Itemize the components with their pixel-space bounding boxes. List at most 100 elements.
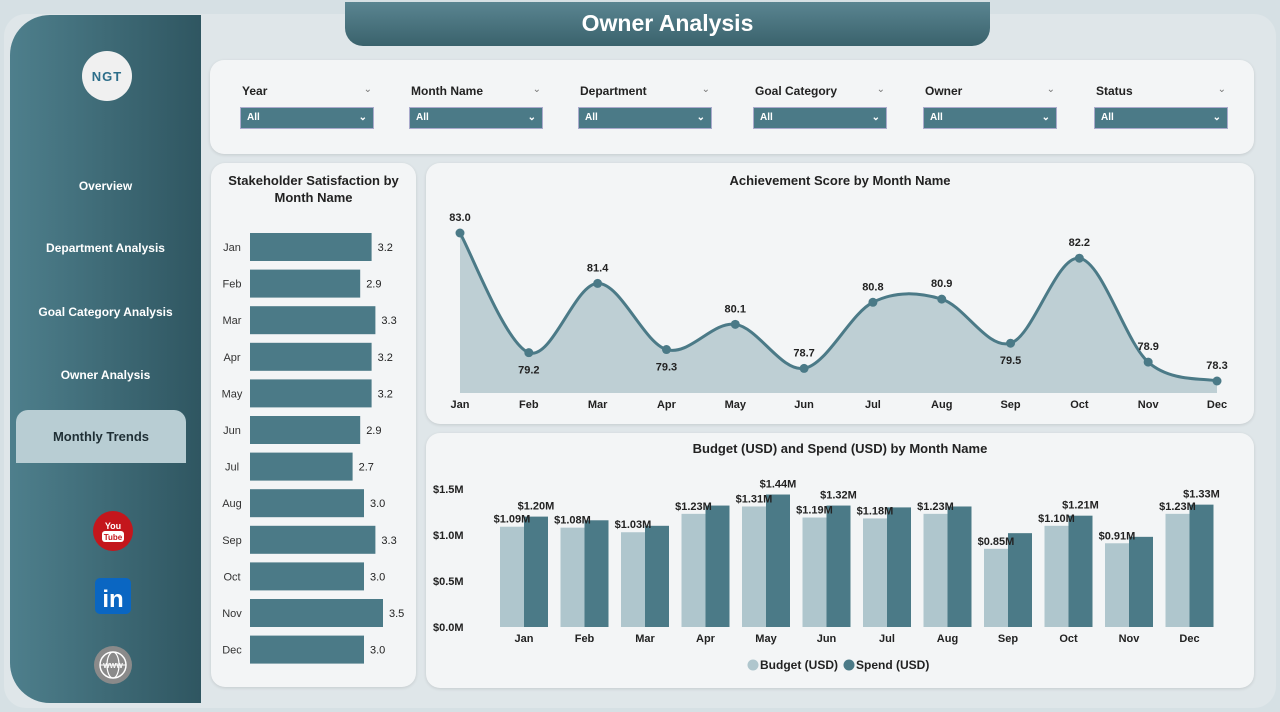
satisfaction-bar [250, 525, 376, 554]
budget-bar [984, 548, 1008, 627]
filter-dropdown[interactable]: All ⌄ [409, 107, 543, 129]
x-tick-label: Aug [931, 399, 952, 411]
satisfaction-bar [250, 599, 383, 627]
satisfaction-bar [250, 379, 372, 408]
satisfaction-bar [250, 635, 364, 664]
satisfaction-bar [250, 562, 364, 591]
filter-label-row: Year ⌄ [240, 84, 374, 98]
company-logo: NGT [82, 51, 132, 101]
data-label: 79.3 [656, 362, 677, 374]
filter-label: Department [580, 84, 647, 98]
x-tick-label: Nov [1138, 399, 1160, 411]
data-point [868, 297, 878, 307]
chevron-down-icon[interactable]: ⌄ [1046, 84, 1055, 95]
data-label: 80.1 [725, 303, 746, 315]
data-label: 78.7 [793, 347, 814, 359]
data-label: 82.2 [1069, 237, 1090, 249]
chevron-down-icon[interactable]: ⌄ [363, 84, 372, 95]
data-label: 3.0 [370, 645, 385, 657]
chevron-down-icon[interactable]: ⌄ [532, 84, 541, 95]
y-tick-label: $1.0M [433, 530, 464, 542]
data-label: 80.9 [931, 278, 952, 290]
month-label: Jan [223, 242, 241, 254]
x-tick-label: Oct [1070, 399, 1089, 411]
budget-bar [621, 532, 645, 627]
legend-budget-marker [747, 659, 759, 671]
nav-owner-analysis[interactable]: Owner Analysis [60, 368, 151, 382]
linkedin-icon[interactable]: in [93, 576, 133, 616]
filter-label: Year [242, 84, 268, 98]
satisfaction-bar [250, 269, 361, 298]
chevron-down-icon: ⌄ [527, 112, 536, 123]
budget-bar [802, 517, 827, 627]
chevron-down-icon[interactable]: ⌄ [1217, 84, 1226, 95]
nav-goal-category-analysis[interactable]: Goal Category Analysis [38, 305, 173, 319]
area-fill [460, 233, 1217, 393]
satisfaction-bar [250, 489, 364, 518]
x-tick-label: Nov [1119, 633, 1141, 645]
filter-dropdown[interactable]: All ⌄ [240, 107, 374, 129]
month-label: Oct [223, 571, 240, 583]
globe-icon[interactable]: WWW [93, 645, 133, 685]
filter-owner: Owner ⌄ All ⌄ [923, 84, 1057, 129]
nav-department-analysis[interactable]: Department Analysis [46, 241, 165, 255]
nav-overview[interactable]: Overview [78, 179, 133, 193]
filter-label: Goal Category [755, 84, 838, 98]
x-tick-label: Jun [817, 633, 837, 645]
satisfaction-chart-title: Stakeholder Satisfaction by Month Name [228, 173, 399, 205]
data-label: $1.32M [820, 490, 857, 502]
chevron-down-icon[interactable]: ⌄ [701, 84, 710, 95]
month-label: Jul [225, 462, 239, 474]
budget-bar [1105, 543, 1129, 627]
filter-dropdown[interactable]: All ⌄ [923, 107, 1057, 129]
filter-dropdown[interactable]: All ⌄ [753, 107, 887, 129]
data-point [1212, 376, 1222, 386]
svg-text:in: in [102, 586, 123, 613]
y-tick-label: $1.5M [433, 484, 464, 496]
budget-bar [560, 527, 585, 627]
data-label: $1.33M [1183, 489, 1220, 501]
data-label: 83.0 [449, 212, 470, 224]
data-label: $1.20M [518, 501, 555, 513]
x-tick-label: Mar [588, 399, 608, 411]
data-label: 79.5 [1000, 355, 1021, 367]
sidebar: NGT Overview Department Analysis Goal Ca… [10, 15, 201, 703]
data-point [1006, 338, 1016, 348]
data-label: 3.2 [378, 242, 393, 254]
month-label: Feb [223, 279, 242, 291]
nav-monthly-trends[interactable]: Monthly Trends [16, 410, 186, 463]
legend-budget-label: Budget (USD) [760, 658, 838, 672]
data-point [524, 348, 534, 358]
filter-dropdown[interactable]: All ⌄ [578, 107, 712, 129]
data-label: 3.3 [381, 535, 396, 547]
filter-value: All [416, 112, 429, 123]
data-label: $1.31M [736, 493, 773, 505]
x-tick-label: Jul [865, 399, 881, 411]
data-label: 3.2 [378, 352, 393, 364]
data-label: 2.9 [366, 279, 381, 291]
filter-label-row: Status ⌄ [1094, 84, 1228, 98]
x-tick-label: Sep [998, 633, 1018, 645]
filter-value: All [760, 112, 773, 123]
chevron-down-icon[interactable]: ⌄ [876, 84, 885, 95]
data-label: 3.0 [370, 498, 385, 510]
legend-spend-marker [843, 659, 855, 671]
x-tick-label: Aug [937, 633, 958, 645]
x-tick-label: May [725, 399, 747, 411]
data-point [937, 294, 947, 304]
filter-value: All [247, 112, 260, 123]
youtube-icon[interactable]: You Tube [93, 511, 133, 551]
filter-label: Owner [925, 84, 963, 98]
data-label: 78.9 [1137, 341, 1158, 353]
x-tick-label: Jan [515, 633, 534, 645]
data-point [593, 278, 603, 288]
budget-bar [681, 513, 706, 627]
spend-bar [766, 494, 790, 627]
filter-label: Status [1096, 84, 1133, 98]
satisfaction-bar [250, 306, 376, 335]
filter-value: All [585, 112, 598, 123]
achievement-chart-title: Achievement Score by Month Name [729, 173, 951, 188]
filter-dropdown[interactable]: All ⌄ [1094, 107, 1228, 129]
chevron-down-icon: ⌄ [871, 112, 880, 123]
